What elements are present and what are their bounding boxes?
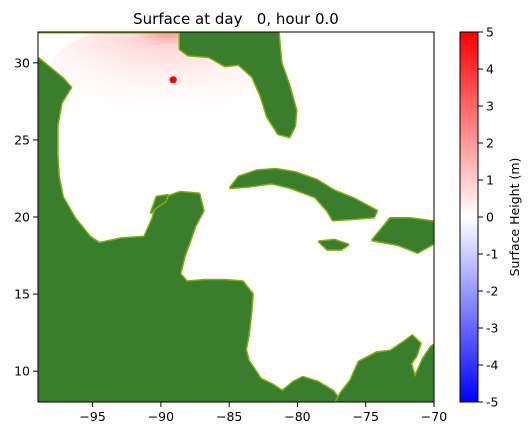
y-tick-label: 10 bbox=[14, 364, 30, 379]
plot-area bbox=[38, 32, 434, 402]
land-jamaica-interior bbox=[319, 240, 348, 250]
x-tick-label: −85 bbox=[216, 409, 242, 424]
colorbar-tick-label: 2 bbox=[486, 136, 494, 151]
colorbar-label: Surface Height (m) bbox=[507, 158, 522, 277]
x-tick-label: −90 bbox=[148, 409, 174, 424]
colorbar-tick-label: -3 bbox=[486, 321, 498, 336]
x-tick-label: −75 bbox=[353, 409, 379, 424]
land-yucatan-coast-interior bbox=[151, 195, 168, 213]
land-mexico-central-america-interior bbox=[38, 58, 342, 402]
colorbar-tick-label: 5 bbox=[486, 25, 494, 40]
colorbar-tick-label: -2 bbox=[486, 284, 498, 299]
chart-title: Surface at day 0, hour 0.0 bbox=[133, 10, 339, 28]
colorbar-tick-label: -1 bbox=[486, 247, 498, 262]
storm-marker bbox=[169, 76, 177, 84]
colorbar-tick-label: 0 bbox=[486, 210, 494, 225]
y-axis: 10 15 20 25 30 bbox=[14, 55, 38, 379]
x-tick-label: −95 bbox=[79, 409, 105, 424]
colorbar-tick-label: -5 bbox=[486, 395, 498, 410]
colorbar-tick-label: -4 bbox=[486, 358, 499, 373]
x-tick-label: −70 bbox=[421, 409, 447, 424]
colorbar-tick-label: 4 bbox=[486, 62, 494, 77]
y-tick-label: 15 bbox=[14, 287, 30, 302]
colorbar-gradient bbox=[460, 32, 478, 402]
land-hispaniola-interior bbox=[372, 218, 434, 253]
land-north-america-interior bbox=[38, 32, 297, 137]
y-tick-label: 25 bbox=[14, 132, 30, 147]
x-axis: −95 −90 −85 −80 −75 −70 bbox=[79, 402, 447, 424]
y-tick-label: 30 bbox=[14, 55, 30, 70]
colorbar-tick-label: 1 bbox=[486, 173, 494, 188]
colorbar-tick-label: 3 bbox=[486, 99, 494, 114]
land-mask bbox=[38, 32, 434, 402]
x-tick-label: −80 bbox=[284, 409, 310, 424]
y-tick-label: 20 bbox=[14, 210, 30, 225]
land-south-america-interior bbox=[335, 335, 434, 402]
colorbar-ticks: 5 4 3 2 1 0 -1 -2 -3 -4 -5 bbox=[478, 25, 499, 410]
land-cuba-interior bbox=[230, 169, 377, 221]
colorbar: 5 4 3 2 1 0 -1 -2 -3 -4 -5 Surface Height (m) bbox=[459, 25, 522, 410]
